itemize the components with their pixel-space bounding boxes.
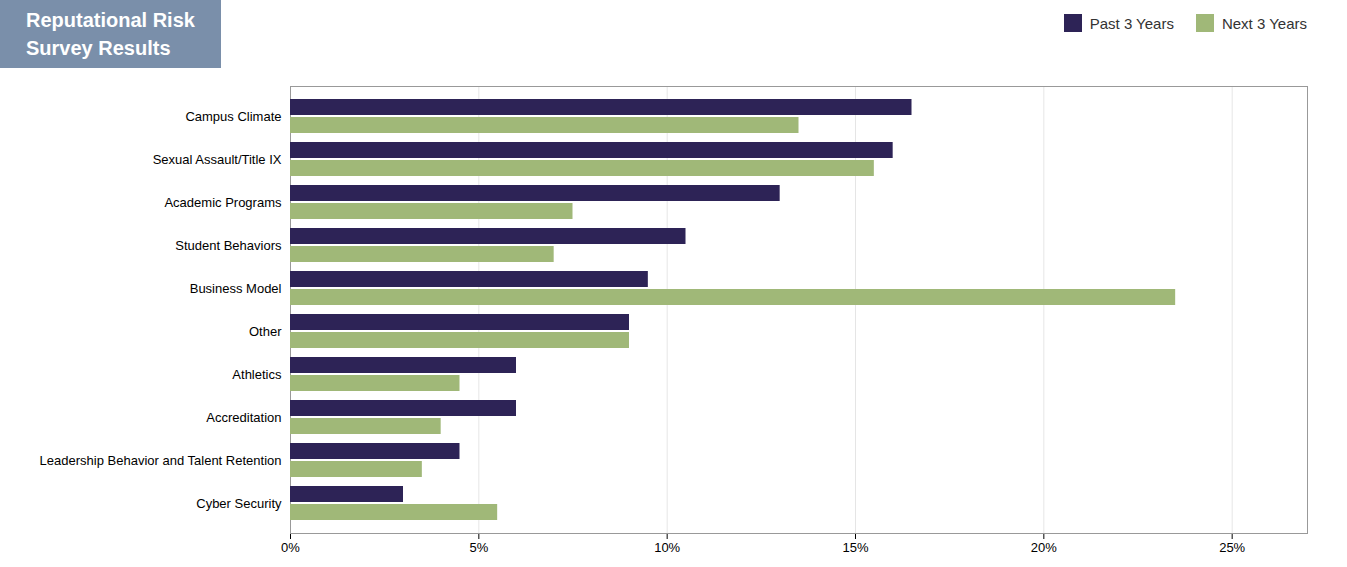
svg-text:25%: 25% [1219, 540, 1245, 555]
svg-text:10%: 10% [654, 540, 680, 555]
svg-text:Sexual Assault/Title IX: Sexual Assault/Title IX [153, 152, 282, 167]
svg-text:Athletics: Athletics [232, 367, 282, 382]
html-text:Reputational Risk: Reputational Risk [26, 9, 195, 31]
svg-text:Academic Programs: Academic Programs [164, 195, 282, 210]
svg-text:5%: 5% [469, 540, 488, 555]
svg-text:15%: 15% [842, 540, 868, 555]
html-text:Past 3 Years: Past 3 Years [1089, 14, 1174, 32]
svg-text:0%: 0% [281, 540, 300, 555]
svg-text:20%: 20% [1031, 540, 1057, 555]
html-text:Next 3 Years: Next 3 Years [1221, 14, 1307, 32]
svg-text:Leadership Behavior and Talent: Leadership Behavior and Talent Retention [40, 453, 282, 468]
svg-text:Cyber Security: Cyber Security [196, 496, 282, 511]
svg-text:Campus Climate: Campus Climate [185, 109, 281, 124]
svg-text:Student Behaviors: Student Behaviors [175, 238, 282, 253]
svg-text:Accreditation: Accreditation [206, 410, 281, 425]
html-text:Survey Results: Survey Results [26, 37, 171, 59]
svg-text:Business Model: Business Model [190, 281, 282, 296]
svg-text:Other: Other [249, 324, 282, 339]
